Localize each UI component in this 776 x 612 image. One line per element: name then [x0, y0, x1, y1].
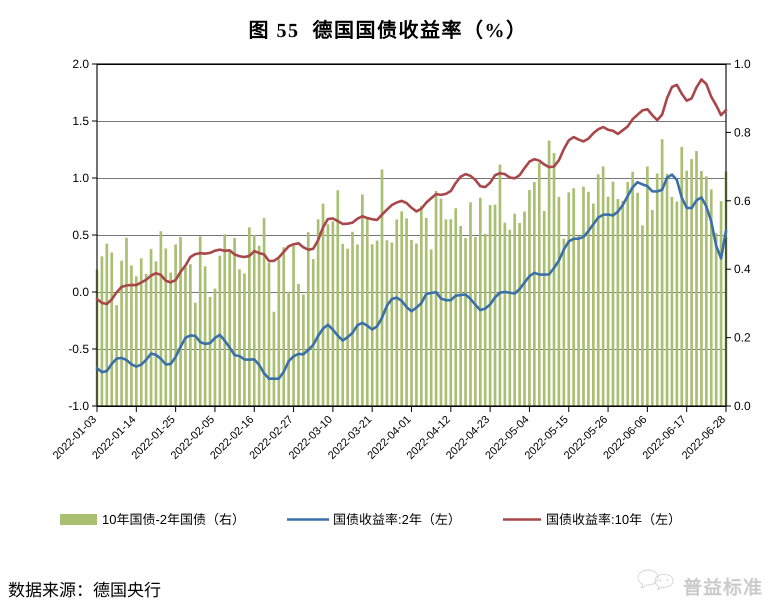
svg-text:普益标准: 普益标准 — [683, 577, 763, 599]
